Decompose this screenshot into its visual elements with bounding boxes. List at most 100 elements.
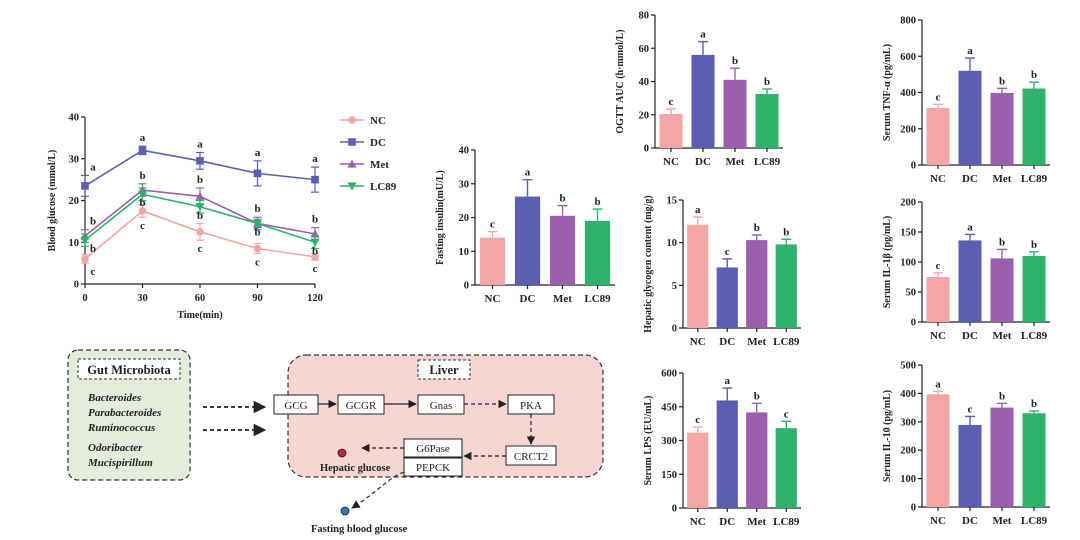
glucose-sig-dc-0: a bbox=[90, 161, 96, 173]
il1b-bar-met bbox=[990, 258, 1014, 322]
glycogen-sig-nc: a bbox=[695, 204, 701, 216]
glucose-point-lc89-3 bbox=[253, 219, 262, 228]
fasting-glucose-dot bbox=[340, 506, 350, 516]
glycogen-xtick-label-lc89: LC89 bbox=[773, 336, 800, 348]
glucose-sig-dc-3: a bbox=[255, 147, 261, 159]
glucose-point-dc-1 bbox=[138, 146, 147, 155]
tnf-ytick-label-600: 600 bbox=[900, 52, 916, 63]
lps-ytick-label-450: 450 bbox=[661, 402, 677, 413]
glucose-y-axis-label: Blood glucose (mmol/L) bbox=[47, 150, 58, 252]
glycogen-bar-dc bbox=[716, 267, 738, 328]
glucose-sig-met-0: b bbox=[90, 216, 96, 228]
il10-ytick-label-100: 100 bbox=[900, 474, 916, 485]
taxon-parabacteroides: Parabacteroides bbox=[88, 407, 161, 419]
glucose-sig-lc89-4: b bbox=[312, 245, 318, 257]
glycogen-bar-met bbox=[746, 240, 768, 328]
il1b-ytick-label-100: 100 bbox=[900, 258, 916, 269]
il10-sig-dc: c bbox=[968, 403, 973, 415]
ogtt-bar-met bbox=[723, 79, 747, 148]
glucose-point-nc-2 bbox=[196, 228, 204, 236]
glycogen-bar-lc89 bbox=[775, 244, 797, 328]
ogtt-ytick-label-0: 0 bbox=[644, 144, 649, 155]
il10-sig-nc: a bbox=[935, 378, 941, 390]
glucose-sig-lc89-3: b bbox=[254, 226, 260, 238]
taxon-ruminococcus: Ruminococcus bbox=[87, 422, 155, 434]
insulin-bar-nc bbox=[479, 237, 506, 285]
glucose-sig-lc89-2: b bbox=[197, 210, 203, 222]
il10-bar-dc bbox=[958, 424, 982, 507]
insulin-bar-lc89 bbox=[584, 220, 611, 285]
insulin-ytick-label-40: 40 bbox=[459, 146, 470, 157]
glucose-point-lc89-4 bbox=[310, 238, 320, 247]
node-pepck-box bbox=[403, 457, 463, 477]
legend-marker-met bbox=[347, 159, 357, 168]
glucose-sig-dc-4: a bbox=[312, 153, 318, 165]
glucose-ytick-label-10: 10 bbox=[69, 238, 80, 249]
insulin-sig-nc: c bbox=[490, 219, 495, 231]
insulin-xtick-label-met: Met bbox=[553, 293, 572, 305]
serum-il1b-bar-chart: 0 50 100 150 200 Serum IL-1β (pg/mL) c NC a DC b Me… bbox=[882, 198, 1050, 342]
insulin-bar-dc bbox=[514, 196, 541, 285]
il10-xtick-label-nc: NC bbox=[930, 515, 946, 527]
hepatic-glucose-dot bbox=[337, 448, 347, 458]
glycogen-xtick-label-nc: NC bbox=[690, 336, 706, 348]
legend-marker-nc bbox=[348, 116, 356, 124]
glycogen-ytick-label-0: 0 bbox=[672, 324, 677, 335]
il10-ytick-label-0: 0 bbox=[911, 503, 916, 514]
lps-ytick-label-600: 600 bbox=[661, 369, 677, 380]
glucose-point-nc-3 bbox=[253, 244, 262, 253]
insulin-xtick-label-dc: DC bbox=[520, 293, 536, 305]
glycogen-bar-nc bbox=[687, 224, 709, 328]
node-gcg: GCG bbox=[284, 400, 307, 412]
insulin-bar-met bbox=[549, 215, 576, 285]
il1b-bar-lc89 bbox=[1022, 256, 1046, 322]
glucose-sig-dc-1: a bbox=[140, 132, 146, 144]
node-pepck: PEPCK bbox=[416, 462, 450, 474]
il10-bar-met bbox=[990, 407, 1014, 507]
legend-marker-dc bbox=[348, 138, 356, 146]
glucose-point-dc-2 bbox=[196, 157, 204, 165]
lps-xtick-label-nc: NC bbox=[690, 516, 706, 528]
glycogen-ytick-label-10: 10 bbox=[667, 238, 678, 249]
insulin-plot: 0 10 20 30 40 Fasting insulin(mU/L) c NC a DC b Met… bbox=[435, 146, 615, 305]
glucose-sig-nc-1: c bbox=[140, 220, 145, 232]
glucose-legend: NC DC Met LC89 bbox=[340, 115, 397, 193]
il1b-xtick-label-dc: DC bbox=[962, 330, 978, 342]
il1b-y-axis-label: Serum IL-1β (pg/mL) bbox=[882, 216, 893, 309]
lps-xtick-label-lc89: LC89 bbox=[773, 516, 800, 528]
glycogen-sig-lc89: b bbox=[783, 226, 789, 238]
glucose-sig-nc-4: c bbox=[313, 263, 318, 275]
il10-ytick-label-200: 200 bbox=[900, 446, 916, 457]
lps-ytick-label-300: 300 bbox=[661, 436, 677, 447]
liver-title-frame bbox=[417, 359, 471, 380]
ogtt-y-axis-label: OGTT AUC (h·mmol/L) bbox=[615, 29, 626, 133]
node-pka: PKA bbox=[520, 400, 542, 412]
lps-sig-dc: a bbox=[725, 375, 731, 387]
glucose-point-nc-1 bbox=[138, 207, 147, 215]
glucose-point-nc-0 bbox=[81, 255, 89, 263]
tnf-ytick-label-200: 200 bbox=[900, 124, 916, 135]
il1b-sig-met: b bbox=[999, 236, 1005, 248]
il10-xtick-label-dc: DC bbox=[962, 515, 978, 527]
ogtt-sig-nc: c bbox=[669, 96, 674, 108]
ogtt-ytick-label-80: 80 bbox=[639, 11, 650, 22]
serum-il10-bar-chart: 0 100 200 300 400 500 Serum IL-10 (pg/mL) a NC c D… bbox=[882, 361, 1050, 527]
il1b-bar-dc bbox=[958, 240, 982, 322]
ogtt-xtick-label-lc89: LC89 bbox=[754, 156, 781, 168]
il10-ytick-label-300: 300 bbox=[900, 417, 916, 428]
tnf-y-axis-label: Serum TNF-α (pg/mL) bbox=[882, 44, 893, 141]
il1b-xtick-label-nc: NC bbox=[930, 330, 946, 342]
il1b-ytick-label-150: 150 bbox=[900, 228, 916, 239]
glucose-sig-dc-2: a bbox=[197, 138, 203, 150]
il10-xtick-label-lc89: LC89 bbox=[1021, 515, 1048, 527]
insulin-ytick-label-0: 0 bbox=[464, 281, 469, 292]
ogtt-sig-lc89: b bbox=[764, 76, 770, 88]
ogtt-ytick-label-20: 20 bbox=[639, 110, 650, 121]
lps-sig-nc: c bbox=[695, 414, 700, 426]
blood-glucose-line-chart: 0 10 20 30 40 0 30 60 90 120 Time(min) Blood glucos… bbox=[47, 113, 397, 322]
glucose-sig-nc-2: c bbox=[198, 243, 203, 255]
tnf-xtick-label-met: Met bbox=[993, 173, 1012, 185]
node-crct2: CRCT2 bbox=[514, 451, 548, 463]
node-g6pase: G6Pase bbox=[416, 443, 450, 455]
